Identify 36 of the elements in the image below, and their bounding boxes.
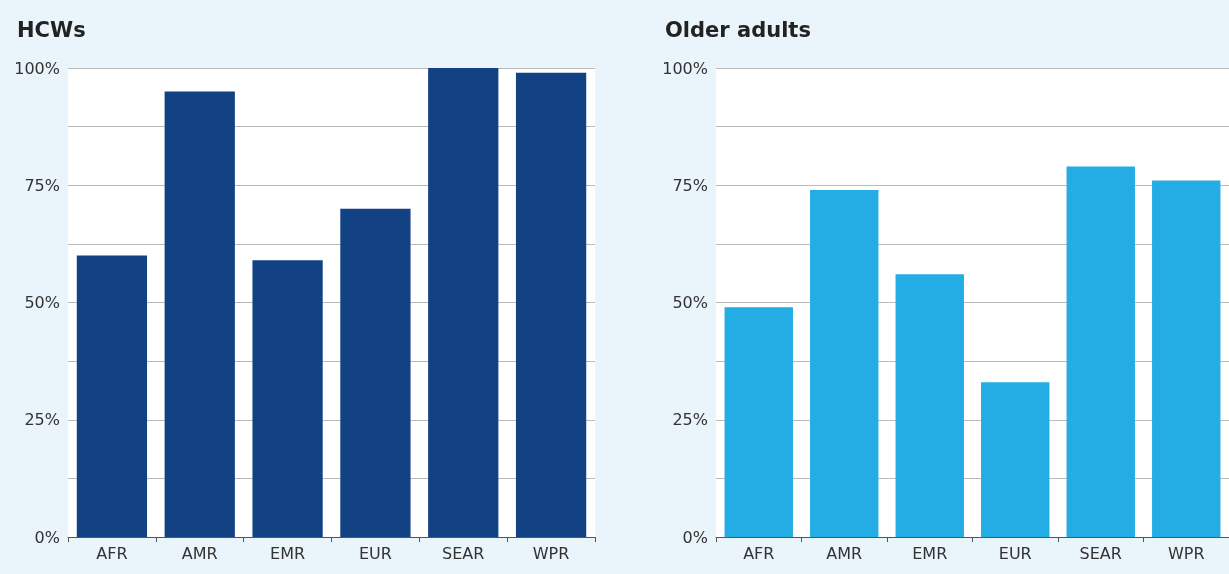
bar — [76, 255, 148, 537]
x-tick-label: EMR — [912, 543, 948, 563]
chart-title: Older adults — [665, 17, 811, 42]
bar — [164, 91, 235, 537]
y-tick-label: 100% — [14, 58, 60, 78]
y-tick-label: 0% — [34, 527, 60, 547]
y-tick-label: 50% — [24, 293, 60, 312]
y-tick-label: 0% — [682, 527, 708, 547]
x-tick-label: WPR — [1167, 543, 1205, 563]
bar — [1066, 166, 1135, 537]
bar — [724, 307, 793, 537]
x-tick-label: SEAR — [442, 543, 485, 563]
y-tick-label: 75% — [672, 175, 708, 195]
y-tick-label: 25% — [672, 410, 708, 430]
x-tick-label: AMR — [181, 543, 218, 563]
bar — [1152, 180, 1221, 537]
x-tick-label: AFR — [743, 543, 775, 563]
bar — [340, 208, 411, 537]
x-tick-label: EUR — [358, 543, 392, 563]
y-tick-label: 75% — [24, 175, 60, 195]
y-tick-label: 100% — [662, 58, 708, 78]
x-tick-label: SEAR — [1079, 543, 1122, 563]
x-tick-label: AFR — [96, 543, 128, 563]
x-tick-label: AMR — [826, 543, 863, 563]
x-tick-label: WPR — [532, 543, 570, 563]
bar — [895, 274, 964, 537]
bar — [810, 189, 879, 537]
y-tick-label: 50% — [672, 293, 708, 312]
x-tick-label: EUR — [998, 543, 1032, 563]
bar — [252, 260, 323, 537]
y-tick-label: 25% — [24, 410, 60, 430]
bar — [428, 68, 499, 537]
x-tick-label: EMR — [270, 543, 306, 563]
bar — [515, 72, 587, 537]
bar — [981, 382, 1050, 537]
chart-title: HCWs — [17, 17, 86, 42]
